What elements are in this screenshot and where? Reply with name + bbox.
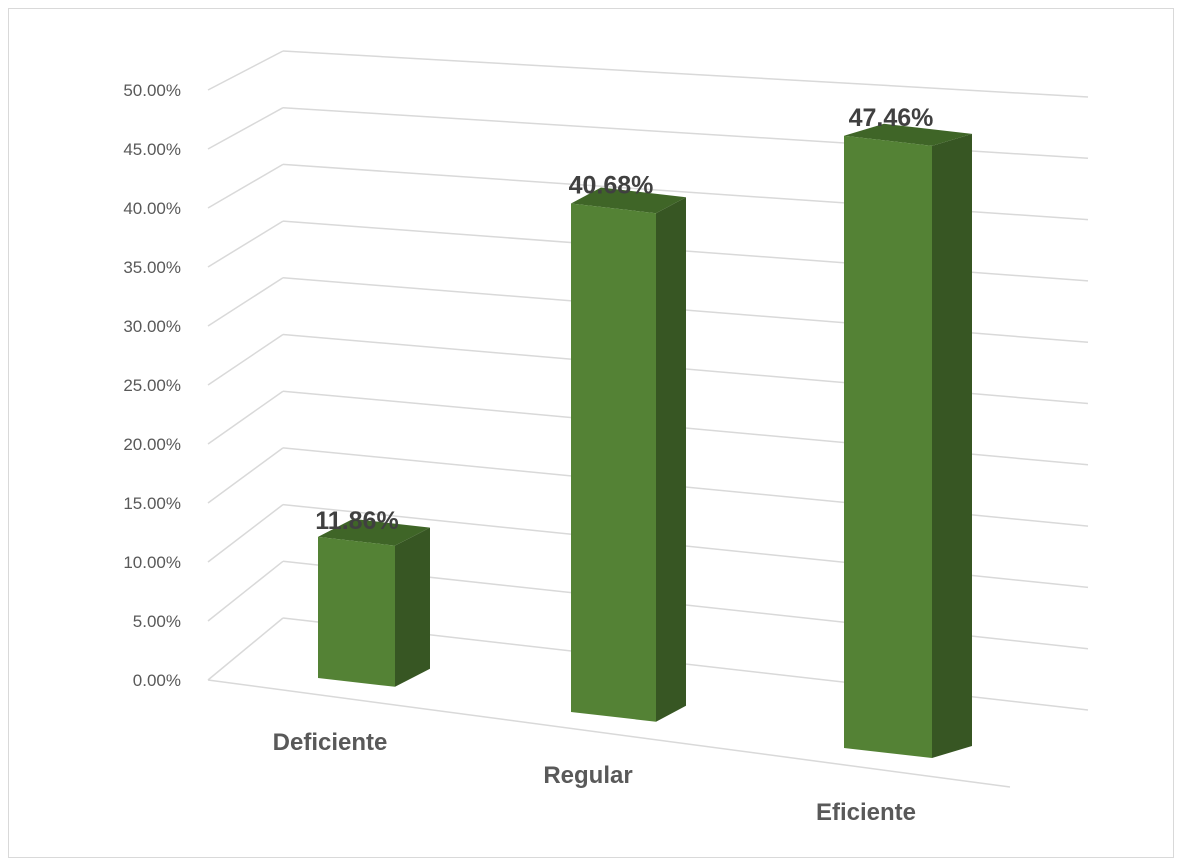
bar-side-face (656, 197, 686, 722)
side-gridline (207, 277, 284, 327)
bar (844, 123, 972, 759)
data-labels: 11.86% 40.68% 47.46% (315, 104, 933, 535)
side-gridline (207, 163, 284, 209)
bar (571, 187, 686, 722)
y-tick-label: 50.00% (123, 81, 181, 100)
x-axis: Deficiente Regular Eficiente (273, 729, 916, 826)
bar-top-face (571, 187, 686, 214)
y-tick-label: 45.00% (123, 140, 181, 159)
side-gridline (207, 50, 284, 91)
side-gridline (207, 504, 284, 563)
bar-front-face (844, 135, 932, 759)
x-category-label: Eficiente (816, 799, 916, 826)
data-label: 40.68% (569, 172, 654, 200)
bar-top-face (844, 123, 972, 146)
y-tick-label: 10.00% (123, 553, 181, 572)
side-gridline (207, 220, 284, 268)
data-label: 11.86% (315, 507, 398, 535)
bar-front-face (571, 203, 656, 722)
side-gridline (207, 617, 284, 681)
back-gridline (282, 50, 1089, 98)
side-gridline (207, 333, 284, 386)
y-tick-label: 40.00% (123, 199, 181, 218)
y-tick-label: 30.00% (123, 317, 181, 336)
side-gridline (207, 447, 284, 504)
side-gridline (207, 390, 284, 445)
y-axis: 0.00% 5.00% 10.00% 15.00% 20.00% 25.00% 30.00%… (123, 81, 181, 690)
y-tick-label: 35.00% (123, 258, 181, 277)
side-gridline (207, 560, 284, 622)
y-tick-label: 5.00% (133, 612, 181, 631)
bar-side-face (395, 527, 430, 687)
floor-lines (207, 679, 1011, 788)
y-tick-label: 20.00% (123, 435, 181, 454)
y-tick-label: 0.00% (133, 671, 181, 690)
bar-side-face (932, 133, 972, 759)
bar (318, 518, 430, 687)
bar-top-face (318, 518, 430, 546)
x-category-label: Regular (543, 762, 632, 789)
bar-front-face (318, 536, 395, 687)
floor-front-line (207, 679, 1011, 788)
y-tick-label: 25.00% (123, 376, 181, 395)
data-label: 47.46% (849, 104, 934, 132)
side-gridline (207, 107, 284, 150)
y-tick-label: 15.00% (123, 494, 181, 513)
x-category-label: Deficiente (273, 729, 388, 756)
bars (318, 123, 972, 759)
